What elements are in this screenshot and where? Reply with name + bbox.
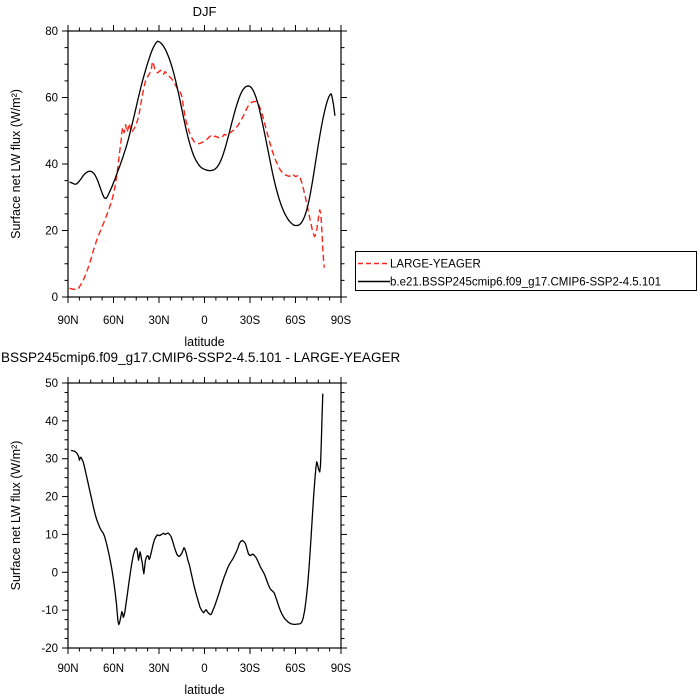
y-axis-label: Surface net LW flux (W/m²) — [9, 89, 23, 239]
x-tick-label: 90S — [331, 663, 352, 675]
x-tick-label: 90S — [331, 315, 352, 327]
chart-title: BSSP245cmip6.f09_g17.CMIP6-SSP2-4.5.101 … — [1, 350, 400, 365]
y-axis-label: Surface net LW flux (W/m²) — [9, 441, 23, 591]
x-tick-label: 30S — [240, 315, 261, 327]
y-tick-label: 50 — [45, 378, 58, 390]
plot-frame — [67, 382, 342, 649]
y-tick-label: 0 — [52, 292, 58, 304]
difference-chart: 90N 60N 30N 0 30S 60S 90S -20 -10 0 10 20 30 40 50 BSSP… — [1, 350, 400, 697]
y-tick-label: 30 — [45, 454, 58, 466]
y-tick-label: -20 — [41, 643, 58, 655]
y-tick-label: 20 — [45, 226, 58, 238]
legend-label: LARGE-YEAGER — [390, 259, 481, 271]
y-tick-label: 20 — [45, 492, 58, 504]
legend-box — [355, 251, 697, 291]
x-tick-label: 30N — [148, 663, 169, 675]
x-tick-label: 90N — [57, 315, 78, 327]
x-tick-label: 90N — [57, 663, 78, 675]
series-line-difference — [70, 393, 324, 626]
series-line-b-e21-bssp245cmip6-f09-g17-cmip6-ssp2-4-5-101 — [69, 40, 336, 227]
y-tick-label: -10 — [41, 605, 58, 617]
x-tick-label: 60N — [103, 663, 124, 675]
x-tick-label: 60S — [285, 663, 306, 675]
x-tick-label: 30N — [148, 315, 169, 327]
x-axis-label: latitude — [184, 683, 224, 697]
x-tick-label: 0 — [201, 663, 207, 675]
y-tick-label: 40 — [45, 159, 58, 171]
y-tick-label: 60 — [45, 93, 58, 105]
y-tick-label: 40 — [45, 416, 58, 428]
x-tick-label: 60N — [103, 315, 124, 327]
series-line-large-yeager — [69, 60, 326, 291]
legend-label: b.e21.BSSP245cmip6.f09_g17.CMIP6-SSP2-4.… — [390, 277, 661, 289]
y-tick-label: 80 — [45, 26, 58, 38]
x-tick-label: 0 — [201, 315, 207, 327]
x-tick-label: 60S — [285, 315, 306, 327]
chart-title: DJF — [193, 4, 217, 19]
x-axis-label: latitude — [184, 335, 224, 348]
plot-frame — [67, 30, 342, 298]
djf-seasonal-chart: 90N 60N 30N 0 30S 60S 90S 0 20 40 60 80 DJF latitude S… — [9, 4, 697, 348]
y-tick-label: 0 — [52, 567, 58, 579]
y-tick-label: 10 — [45, 529, 58, 541]
x-tick-label: 30S — [240, 663, 261, 675]
